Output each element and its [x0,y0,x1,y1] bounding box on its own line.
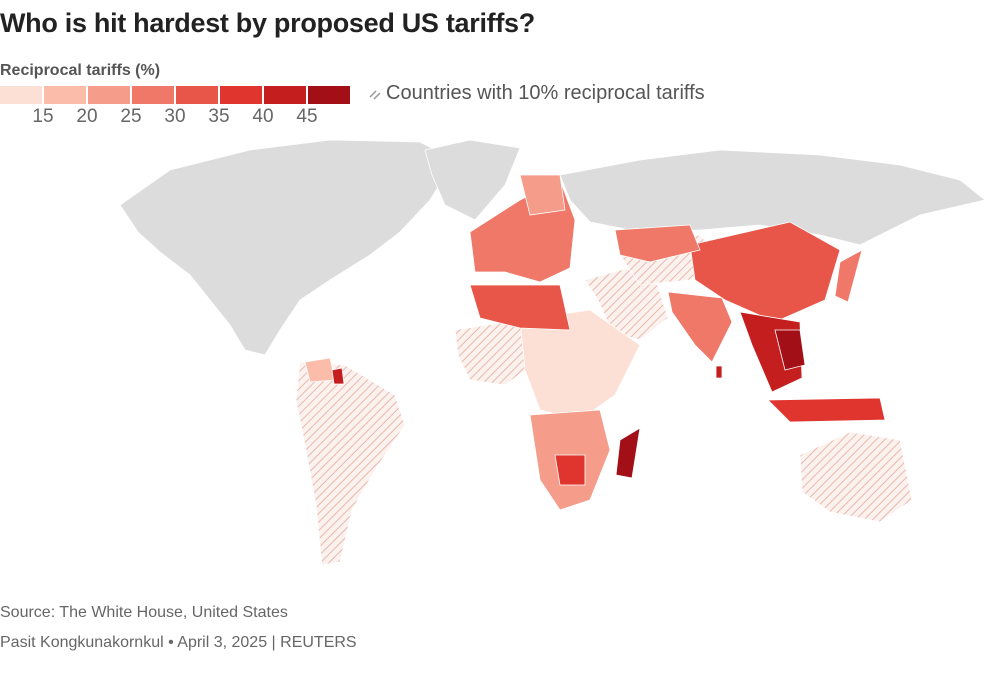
kazakhstan [614,224,701,263]
sri-lanka [715,365,723,379]
central-africa [519,309,641,421]
australia [799,431,913,523]
legend-title: Reciprocal tariffs (%) [0,62,161,79]
russia [559,149,986,246]
legend-tick: 40 [252,106,274,127]
legend-bin [220,86,262,104]
hatch-swatch-icon [369,89,381,100]
indonesia [767,397,886,423]
legend-tick: 15 [32,106,54,127]
legend-color-scale [0,86,352,104]
japan [834,249,863,303]
legend-tick: 35 [208,106,230,127]
legend-bin [88,86,130,104]
legend-bin [308,86,350,104]
venezuela [304,357,336,383]
legend-bin [176,86,218,104]
china [689,221,841,323]
legend-tick: 20 [76,106,98,127]
hatch-legend-label: Countries with 10% reciprocal tariffs [386,82,705,104]
north-africa [469,284,571,331]
credit-line: Pasit Kongkunakornkul • April 3, 2025 | … [0,634,357,651]
madagascar [615,427,641,479]
north-america [119,139,456,356]
india [667,291,733,363]
scandinavia [519,174,566,216]
source-note: Source: The White House, United States [0,604,288,621]
botswana-region [554,454,586,486]
hatch-legend: Countries with 10% reciprocal tariffs [368,82,705,105]
vietnam [774,329,806,371]
legend-tick: 30 [164,106,186,127]
legend-bin [44,86,86,104]
guyana [331,367,345,385]
south-america [295,361,406,566]
legend-tick: 45 [296,106,318,127]
greenland [424,139,521,221]
legend-bin [132,86,174,104]
legend-tick: 25 [120,106,142,127]
chart-title: Who is hit hardest by proposed US tariff… [0,8,535,38]
legend-bin [0,86,42,104]
legend-ticks: 15 20 25 30 35 40 45 [0,106,360,130]
legend-bin [264,86,306,104]
